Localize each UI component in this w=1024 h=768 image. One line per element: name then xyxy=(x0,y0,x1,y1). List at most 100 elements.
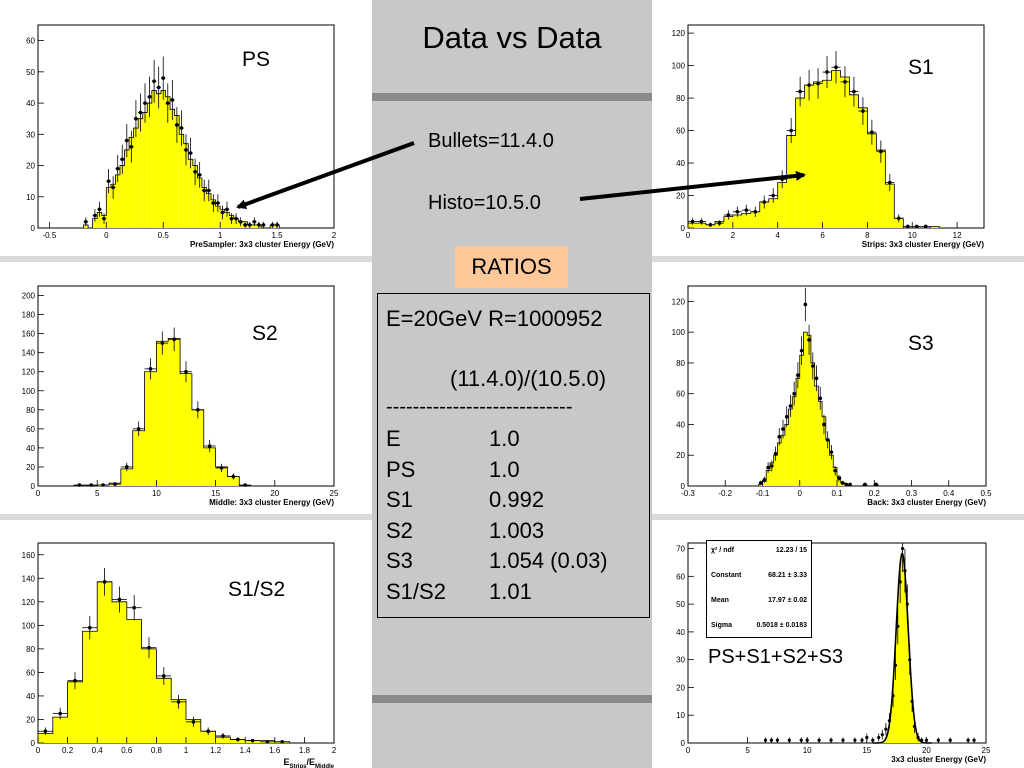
data-point xyxy=(229,213,234,225)
data-point xyxy=(220,205,225,220)
histogram-bar xyxy=(38,733,53,743)
ratio-row: E 1.0 xyxy=(386,426,646,456)
y-tick-label: 0 xyxy=(681,739,686,748)
ratio-value: 1.054 (0.03) xyxy=(489,548,608,573)
data-point xyxy=(215,194,221,212)
histogram-bar xyxy=(112,601,127,743)
data-point xyxy=(52,707,68,720)
y-tick-label: 160 xyxy=(22,551,36,560)
point-marker xyxy=(102,580,107,584)
data-point xyxy=(239,483,252,487)
data-point xyxy=(822,56,832,89)
x-tick-label: 1 xyxy=(218,231,223,240)
y-tick-label: 40 xyxy=(26,692,35,701)
point-marker xyxy=(708,222,713,227)
x-tick-label: 1.4 xyxy=(240,746,252,755)
point-marker xyxy=(834,65,838,70)
histogram-bar xyxy=(788,409,793,486)
chart-s2: 0 20 40 60 80 100 120 140 160 180 200 0 5 10 15 20 25Mid… xyxy=(22,285,339,507)
histogram-bar xyxy=(144,371,157,486)
plot-frame xyxy=(687,285,987,487)
y-tick-label: 200 xyxy=(22,292,36,301)
data-point xyxy=(810,352,815,380)
x-tick-label: 0.2 xyxy=(869,489,881,498)
point-marker xyxy=(179,126,184,130)
histogram-bar xyxy=(849,94,859,228)
x-tick-label: 0.2 xyxy=(62,746,74,755)
histogram-bar xyxy=(160,90,166,228)
histogram-bar xyxy=(83,224,89,228)
histogram-bar xyxy=(156,341,169,486)
point-marker xyxy=(789,128,793,133)
y-tick-label: 60 xyxy=(26,37,35,46)
data-point xyxy=(876,140,886,163)
histogram-bar xyxy=(52,717,68,743)
data-point xyxy=(807,324,811,355)
panel-ps: 0 10 20 30 40 50 60 -0.5 0 0.5 1 1.5 2 PreSampler: 3x… xyxy=(0,0,372,256)
histogram-bar xyxy=(829,455,834,486)
data-point xyxy=(101,213,107,225)
histogram-bar xyxy=(750,211,760,228)
x-tick-label: 0.5 xyxy=(980,489,992,498)
ratio-name: PS xyxy=(386,457,416,482)
data-point xyxy=(723,210,733,220)
data-point xyxy=(786,117,796,144)
point-marker xyxy=(771,193,776,198)
point-marker xyxy=(77,483,82,487)
x-tick-label: 25 xyxy=(330,489,339,498)
x-tick-label: 0 xyxy=(686,231,691,240)
point-marker xyxy=(773,451,778,456)
point-marker xyxy=(966,738,970,742)
ratios-button[interactable]: RATIOS xyxy=(455,246,568,288)
histogram-bar xyxy=(224,212,230,228)
point-marker xyxy=(220,210,225,215)
histogram-bar xyxy=(106,187,111,228)
x-tick-label: 0.4 xyxy=(92,746,104,755)
data-point xyxy=(73,483,86,487)
point-marker xyxy=(236,737,240,742)
point-marker xyxy=(89,483,94,487)
point-marker xyxy=(818,396,823,401)
point-marker xyxy=(243,223,247,227)
data-point xyxy=(191,401,204,419)
point-marker xyxy=(43,729,48,734)
data-point xyxy=(97,568,112,596)
point-marker xyxy=(814,376,819,381)
data-point xyxy=(893,650,898,680)
y-tick-label: 40 xyxy=(676,628,685,637)
data-point xyxy=(97,483,110,487)
y-tick-label: 140 xyxy=(22,574,36,583)
point-marker xyxy=(920,738,924,742)
x-tick-label: 1.8 xyxy=(299,746,311,755)
data-point xyxy=(750,206,760,217)
y-tick-label: 80 xyxy=(26,645,35,654)
histogram-bar xyxy=(186,719,201,743)
y-tick-label: 60 xyxy=(26,668,35,677)
data-point xyxy=(829,444,834,460)
point-marker xyxy=(792,391,796,396)
histogram-bar xyxy=(82,631,98,743)
point-marker xyxy=(744,208,749,212)
histogram-bar xyxy=(786,135,796,228)
data-point xyxy=(230,737,246,742)
data-point xyxy=(921,224,931,229)
ratio-value: 1.003 xyxy=(489,518,545,543)
point-marker xyxy=(766,465,770,470)
point-marker xyxy=(936,738,940,742)
point-marker xyxy=(972,738,976,742)
ratio-value: 1.0 xyxy=(489,457,520,482)
panel-label-s2: S2 xyxy=(252,322,278,345)
panel-s2: 0 20 40 60 80 100 120 140 160 180 200 0 5 10 15 20 25 Mid… xyxy=(0,262,372,514)
data-point xyxy=(894,214,904,223)
fit-mean-label: Mean xyxy=(711,597,729,604)
data-point xyxy=(141,637,157,659)
data-point xyxy=(891,684,895,708)
data-point xyxy=(85,483,98,487)
data-point xyxy=(884,722,888,736)
histogram-bar xyxy=(120,468,133,486)
data-point xyxy=(822,414,826,435)
data-point xyxy=(180,361,192,383)
data-point xyxy=(192,158,198,186)
